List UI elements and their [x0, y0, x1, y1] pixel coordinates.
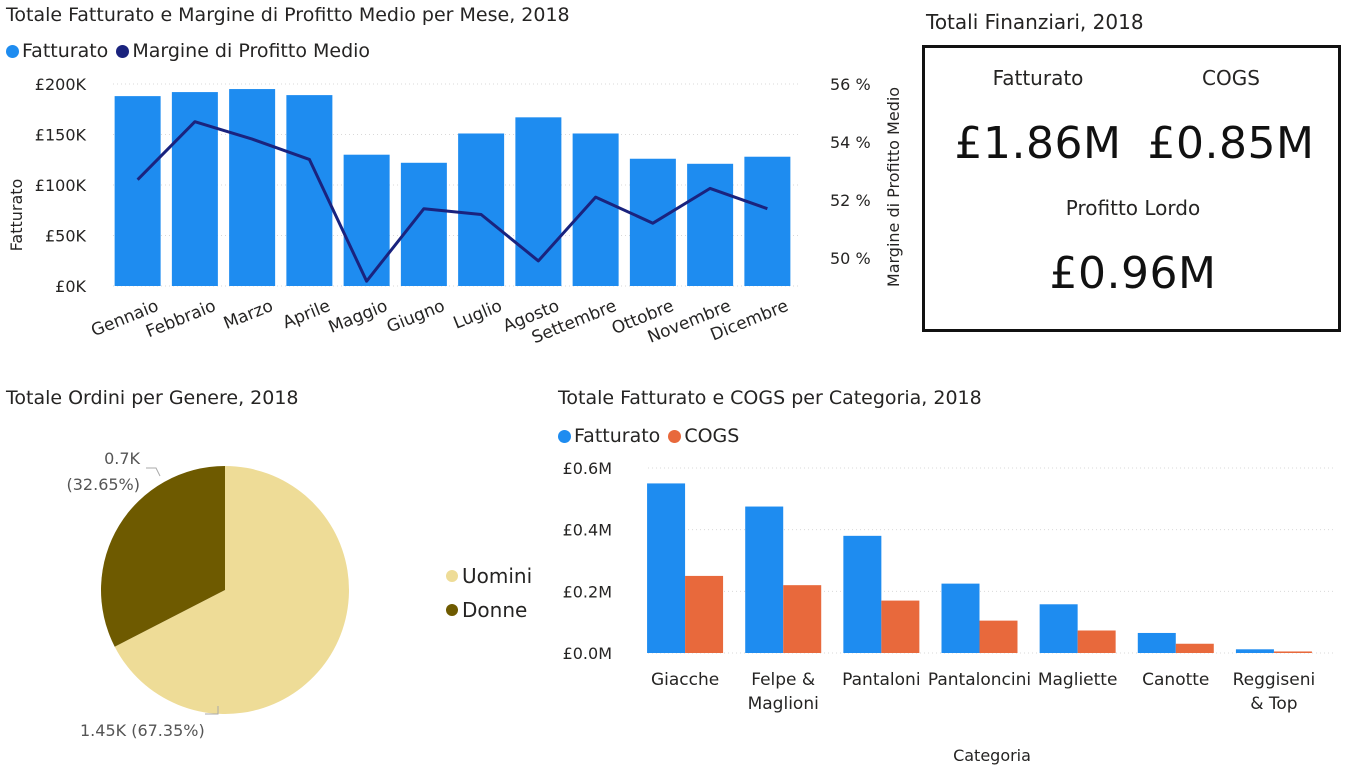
y-tick-label: £0K — [55, 277, 86, 296]
kpi-profitto-value: £0.96M — [1049, 248, 1217, 299]
pie-data-label-donne-value: 0.7K — [104, 449, 140, 468]
pie-data-label-uomini: 1.45K (67.35%) — [80, 721, 205, 740]
bar-fatturato-category — [745, 506, 784, 653]
legend-cat-cogs-label: COGS — [684, 425, 740, 447]
legend-uomini-label: Uomini — [462, 564, 533, 588]
legend-cat-fatturato-marker — [558, 429, 571, 443]
y-tick-label: £0.6M — [563, 459, 612, 478]
legend-margine-label: Margine di Profitto Medio — [132, 40, 371, 62]
kpi-title: Totali Finanziari, 2018 — [926, 10, 1144, 34]
bar-fatturato-settembre — [572, 133, 619, 286]
x-tick-label: Aprile — [280, 296, 333, 333]
monthly-chart-title: Totale Fatturato e Margine di Profitto M… — [6, 4, 570, 26]
y-tick-label: £200K — [35, 75, 87, 94]
y-tick-label: £0.4M — [563, 521, 612, 540]
x-tick-label: Maggio — [326, 296, 391, 338]
bar-fatturato-marzo — [229, 89, 276, 286]
bar-fatturato-novembre — [687, 163, 734, 286]
category-chart-title: Totale Fatturato e COGS per Categoria, 2… — [558, 387, 982, 409]
bar-fatturato-febbraio — [171, 92, 218, 286]
legend-margine-marker — [116, 44, 130, 58]
bar-fatturato-category — [1039, 604, 1078, 653]
bar-fatturato-category — [941, 583, 980, 653]
legend-cat-fatturato-label: Fatturato — [574, 425, 661, 447]
bar-fatturato-agosto — [515, 117, 562, 286]
y-tick-label: £50K — [45, 227, 87, 246]
y-axis-label: Fatturato — [7, 179, 26, 252]
pie-legend-uomini: Uomini — [446, 564, 532, 588]
y-tick-label: £0.0M — [563, 644, 612, 663]
x-tick-label: Reggiseni — [1233, 670, 1316, 690]
bar-cogs-category — [1077, 630, 1116, 653]
bar-cogs-category — [881, 600, 920, 653]
bar-cogs-category — [783, 585, 822, 653]
margine-line — [136, 120, 768, 283]
category-chart-legend: Fatturato COGS — [558, 425, 747, 447]
x-tick-label: Magliette — [1038, 670, 1118, 690]
legend-uomini-marker — [446, 570, 458, 582]
pie-legend-donne: Donne — [446, 598, 527, 622]
bar-fatturato-dicembre — [744, 156, 791, 286]
pie-data-label-donne-percent: (32.65%) — [67, 475, 141, 494]
y-tick-label: £100K — [35, 176, 87, 195]
x-tick-label: Pantaloni — [842, 670, 920, 690]
kpi-profitto-label: Profitto Lordo — [1065, 196, 1201, 220]
leader-line-uomini — [205, 706, 219, 715]
y2-tick-label: 50 % — [830, 249, 871, 268]
kpi-fatturato-value: £1.86M — [954, 118, 1122, 169]
legend-fatturato-label: Fatturato — [22, 40, 109, 62]
x-tick-label: Giacche — [651, 670, 719, 690]
kpi-cogs-value: £0.85M — [1147, 118, 1315, 169]
gender-chart-title: Totale Ordini per Genere, 2018 — [6, 387, 299, 409]
kpi-cogs-label: COGS — [1202, 66, 1260, 90]
y-tick-label: £150K — [35, 126, 87, 145]
kpi-card: Fatturato £1.86M COGS £0.85M Profitto Lo… — [922, 45, 1341, 332]
x-tick-label: Felpe & — [751, 670, 815, 690]
x-axis-label: Categoria — [953, 746, 1031, 765]
bar-cogs-category — [1273, 651, 1312, 653]
pie-slice-uomini — [114, 466, 349, 714]
monthly-chart-legend: Fatturato Margine di Profitto Medio — [6, 40, 378, 62]
y2-tick-label: 54 % — [830, 133, 871, 152]
gender-pie-chart: 1.45K (67.35%) 0.7K (32.65%) — [67, 449, 349, 740]
legend-donne-marker — [446, 604, 458, 616]
bar-cogs-category — [979, 620, 1018, 653]
bar-cogs-category — [1175, 643, 1214, 653]
bar-fatturato-category — [843, 535, 882, 653]
legend-cat-cogs-marker — [668, 429, 682, 443]
y2-tick-label: 56 % — [830, 75, 871, 94]
x-tick-label: Luglio — [451, 296, 505, 333]
bar-fatturato-luglio — [458, 133, 505, 286]
bar-fatturato-gennaio — [114, 96, 161, 287]
bar-fatturato-maggio — [343, 154, 390, 286]
x-tick-label: Giugno — [384, 296, 448, 337]
bar-cogs-category — [685, 575, 724, 653]
bar-fatturato-category — [1137, 632, 1176, 653]
y2-axis-label: Margine di Profitto Medio — [884, 87, 903, 287]
pie-slice-donne — [101, 466, 225, 647]
x-tick-label: Pantaloncini — [928, 670, 1031, 690]
bar-fatturato-category — [647, 483, 686, 653]
y2-tick-label: 52 % — [830, 191, 871, 210]
leader-line-donne — [146, 467, 161, 477]
kpi-fatturato-label: Fatturato — [992, 66, 1084, 90]
bar-fatturato-category — [1235, 649, 1274, 653]
legend-donne-label: Donne — [462, 598, 528, 622]
category-chart: £0.0M £0.2M £0.4M £0.6M Giacche Felpe & Maglio… — [563, 459, 1335, 765]
bar-fatturato-giugno — [400, 162, 447, 286]
x-tick-label: Marzo — [221, 296, 276, 334]
x-tick-label: & Top — [1250, 694, 1297, 714]
x-tick-label: Maglioni — [748, 694, 819, 714]
y-tick-label: £0.2M — [563, 582, 612, 601]
x-tick-label: Canotte — [1142, 670, 1209, 690]
legend-fatturato-marker — [6, 44, 19, 58]
